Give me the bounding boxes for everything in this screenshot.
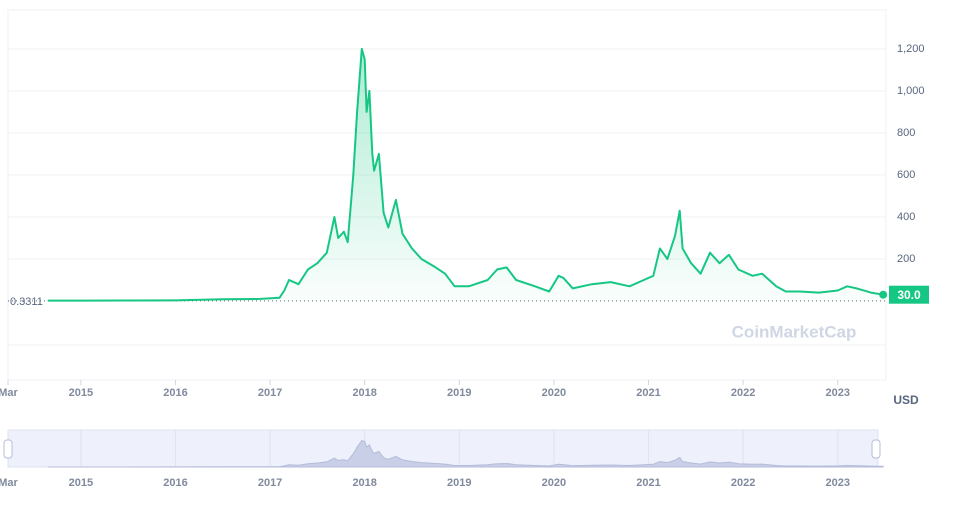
- y-tick-label: 1,000: [897, 85, 925, 97]
- navigator-label: Mar: [0, 477, 18, 489]
- navigator-label: 2015: [69, 477, 93, 489]
- x-tick-label: 2019: [447, 387, 471, 399]
- x-tick-label: 2022: [731, 387, 755, 399]
- y-tick-label: 600: [897, 169, 915, 181]
- navigator-label: 2022: [731, 477, 755, 489]
- x-tick-label: 2023: [826, 387, 850, 399]
- last-point: [879, 290, 888, 299]
- currency-label: USD: [893, 393, 919, 407]
- x-tick-label: 2021: [636, 387, 660, 399]
- navigator-label: 2017: [258, 477, 282, 489]
- y-tick-label: 800: [897, 127, 915, 139]
- watermark: CoinMarketCap: [732, 322, 857, 341]
- navigator-label: 2019: [447, 477, 471, 489]
- navigator-label: 2018: [352, 477, 376, 489]
- y-tick-label: 1,200: [897, 43, 925, 55]
- navigator-label: 2023: [826, 477, 850, 489]
- last-value-label: 30.0: [897, 288, 921, 302]
- navigator[interactable]: [7, 429, 879, 468]
- x-tick-label: 2017: [258, 387, 282, 399]
- x-tick-label: 2018: [352, 387, 376, 399]
- y-tick-label: 400: [897, 211, 915, 223]
- x-tick-label: 2015: [69, 387, 93, 399]
- x-tick-label: 2016: [163, 387, 187, 399]
- navigator-label: 2016: [163, 477, 187, 489]
- min-label: 0.3311: [10, 296, 43, 308]
- navigator-label: 2021: [636, 477, 660, 489]
- x-tick-label: 2020: [542, 387, 566, 399]
- y-tick-label: 200: [897, 253, 915, 265]
- navigator-area: [47, 439, 884, 468]
- price-line: [47, 47, 884, 302]
- x-tick-label: Mar: [0, 387, 18, 399]
- navigator-handle[interactable]: [3, 439, 13, 459]
- navigator-label: 2020: [542, 477, 566, 489]
- navigator-handle[interactable]: [871, 439, 881, 459]
- last-value-badge: [889, 285, 929, 304]
